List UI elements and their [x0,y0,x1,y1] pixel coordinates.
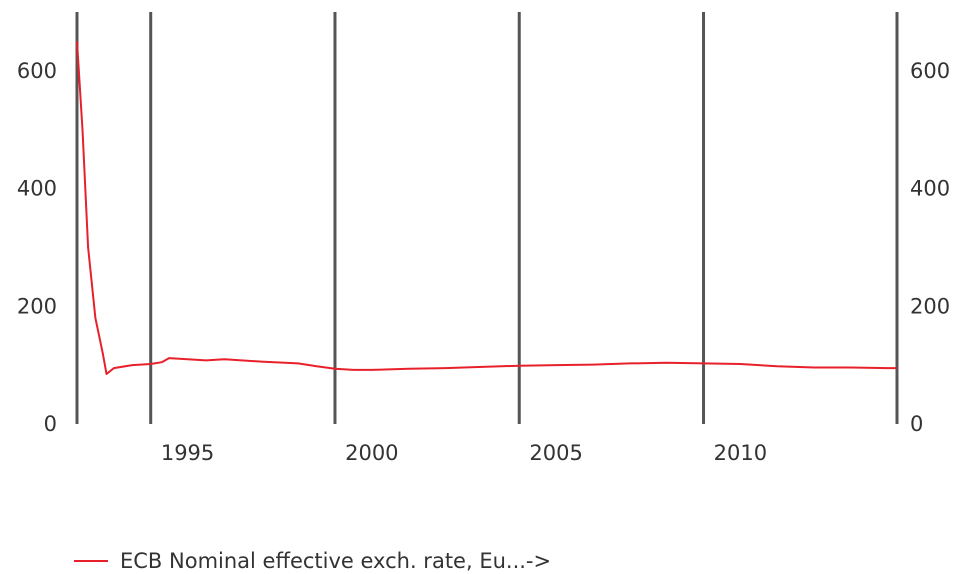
y-tick-label-right: 400 [910,177,950,201]
axes: 0 0 200 200 400 400 600 600 1995 2000 2005 2010 [17,12,950,465]
series-line [76,41,897,375]
x-tick-label: 2000 [345,441,398,465]
plot-area [76,41,897,375]
y-tick-label-left: 200 [17,294,57,318]
y-tick-label-right: 200 [910,294,950,318]
legend-label: ECB Nominal effective exch. rate, Eu...-… [120,549,552,573]
x-tick-label: 2010 [714,441,767,465]
y-tick-label-right: 0 [910,412,923,436]
y-tick-label-left: 0 [44,412,57,436]
legend-swatch [74,560,108,562]
grid-lines [149,12,706,424]
x-tick-label: 1995 [161,441,214,465]
y-tick-label-right: 600 [910,59,950,83]
x-tick-label: 2005 [529,441,582,465]
y-tick-label-left: 600 [17,59,57,83]
legend: ECB Nominal effective exch. rate, Eu...-… [74,546,551,574]
y-tick-label-left: 400 [17,177,57,201]
